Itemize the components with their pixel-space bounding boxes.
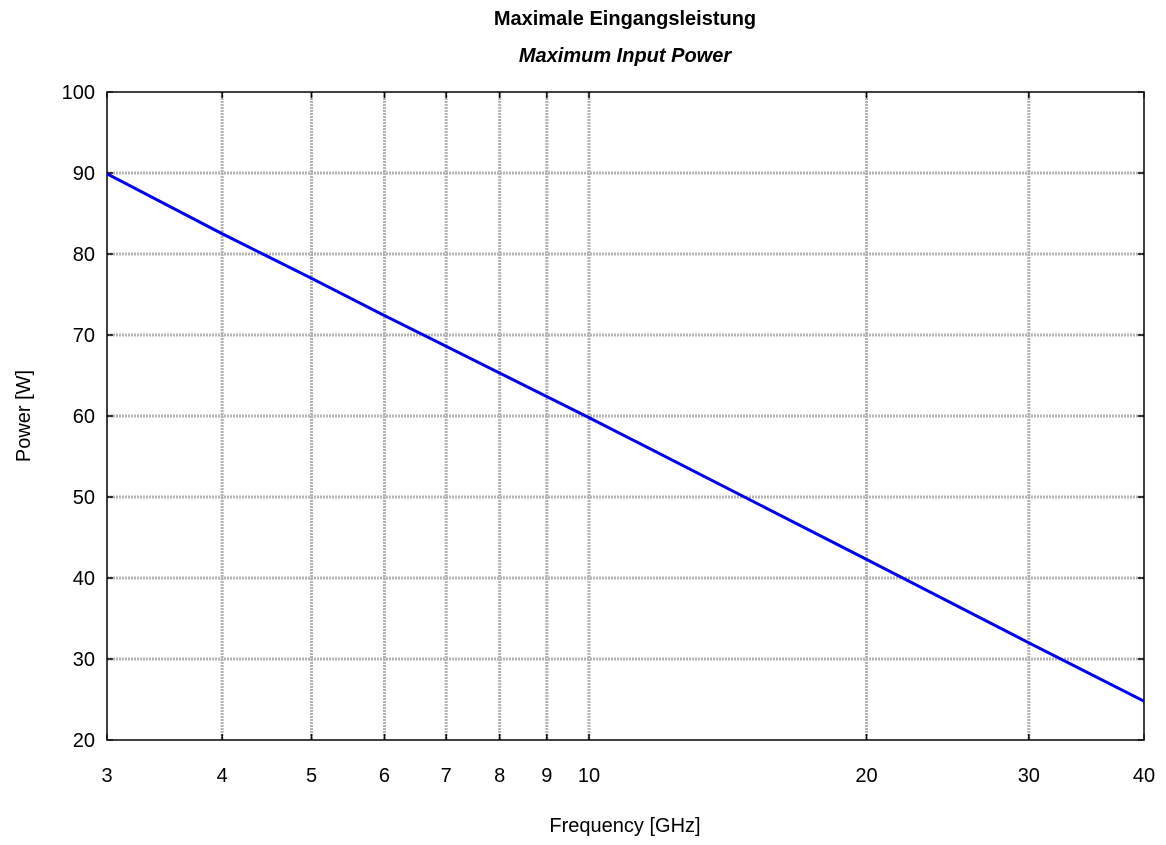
x-tick-label: 7 [441, 765, 452, 787]
x-tick-label: 8 [494, 765, 505, 787]
y-axis-label: Power [W] [13, 370, 35, 462]
axis-ticks [106, 91, 1145, 741]
plot-area-frame [106, 91, 1145, 741]
x-tick-label: 10 [578, 765, 600, 787]
x-tick-label: 30 [1018, 765, 1040, 787]
series-layer [106, 172, 1145, 703]
chart-title: Maximale Eingangsleistung [494, 8, 756, 30]
x-tick-label: 40 [1133, 765, 1155, 787]
y-tick-label: 50 [73, 487, 95, 509]
x-tick-label: 5 [306, 765, 317, 787]
tick-labels: 3 4 5 6 7 8 9 10 20 30 40 20 30 40 50 60 70 80 90 100 [62, 82, 1156, 787]
y-tick-label: 20 [73, 730, 95, 752]
y-tick-label: 70 [73, 325, 95, 347]
x-tick-label: 9 [541, 765, 552, 787]
y-tick-label: 30 [73, 649, 95, 671]
y-tick-label: 40 [73, 568, 95, 590]
y-tick-label: 80 [73, 244, 95, 266]
chart-subtitle: Maximum Input Power [519, 45, 732, 67]
series-line [106, 172, 1145, 703]
x-tick-label: 20 [855, 765, 877, 787]
y-tick-label: 90 [73, 163, 95, 185]
y-tick-label: 100 [62, 82, 95, 104]
x-tick-label: 4 [217, 765, 228, 787]
grid [107, 92, 1144, 740]
x-tick-label: 6 [379, 765, 390, 787]
x-axis-label: Frequency [GHz] [549, 815, 700, 837]
x-tick-label: 3 [101, 765, 112, 787]
y-tick-label: 60 [73, 406, 95, 428]
